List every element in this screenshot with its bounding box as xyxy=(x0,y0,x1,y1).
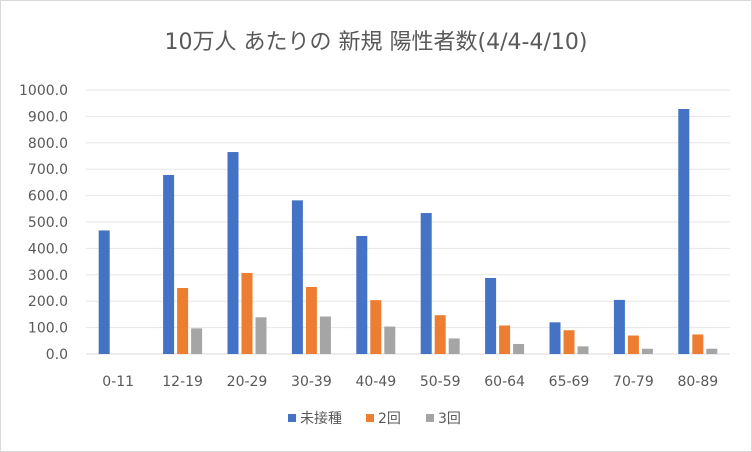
y-tick-label: 300.0 xyxy=(28,268,68,284)
bar xyxy=(291,200,303,354)
x-tick-label: 80-89 xyxy=(677,374,718,390)
y-tick-label: 600.0 xyxy=(28,189,68,205)
bar xyxy=(706,348,718,354)
bar xyxy=(513,343,525,354)
x-tick-label: 50-59 xyxy=(420,374,461,390)
y-tick-label: 1000.0 xyxy=(19,83,68,99)
bar xyxy=(98,230,110,354)
y-tick-label: 700.0 xyxy=(28,162,68,178)
y-axis-ticks: 0.0 100.0 200.0 300.0 400.0 500.0 600.0 700.0 80… xyxy=(19,83,68,363)
x-tick-label: 0-11 xyxy=(102,374,134,390)
x-tick-label: 65-69 xyxy=(549,374,590,390)
bar xyxy=(448,338,460,354)
chart-title: 10万人 あたりの 新規 陽性者数(4/4-4/10) xyxy=(164,30,588,55)
bar xyxy=(549,322,561,354)
y-tick-label: 900.0 xyxy=(28,109,68,125)
bar xyxy=(241,272,253,354)
y-tick-label: 400.0 xyxy=(28,241,68,257)
x-tick-label: 12-19 xyxy=(162,374,203,390)
y-tick-label: 500.0 xyxy=(28,215,68,231)
bar xyxy=(370,300,382,354)
bar xyxy=(613,299,625,354)
bar xyxy=(627,335,639,354)
legend: 未接種 2回 3回 xyxy=(288,410,461,427)
x-axis-ticks: 0-11 12-19 20-29 30-39 40-49 50-59 60-64 65-69 7… xyxy=(102,374,718,390)
bar xyxy=(678,109,690,355)
bar xyxy=(227,152,239,354)
x-tick-label: 70-79 xyxy=(613,374,654,390)
legend-swatch xyxy=(366,414,374,422)
bar xyxy=(692,334,704,354)
bar xyxy=(319,316,331,354)
y-tick-label: 0.0 xyxy=(46,347,68,363)
x-tick-label: 20-29 xyxy=(227,374,268,390)
bar xyxy=(163,175,175,354)
legend-swatch xyxy=(288,414,296,422)
legend-label: 3回 xyxy=(438,411,461,427)
bar xyxy=(191,328,203,354)
legend-label: 未接種 xyxy=(300,410,342,427)
legend-label: 2回 xyxy=(378,411,401,427)
y-tick-label: 800.0 xyxy=(28,136,68,152)
bar xyxy=(577,346,589,354)
x-tick-label: 40-49 xyxy=(355,374,396,390)
y-tick-label: 100.0 xyxy=(28,321,68,337)
bar xyxy=(420,213,432,354)
bar xyxy=(356,235,368,354)
x-tick-label: 60-64 xyxy=(484,374,525,390)
bar xyxy=(641,348,653,354)
bar xyxy=(255,317,267,354)
legend-swatch xyxy=(426,414,434,422)
bar xyxy=(384,326,396,354)
bar xyxy=(499,325,511,354)
x-tick-label: 30-39 xyxy=(291,374,332,390)
bars xyxy=(98,109,718,355)
bar xyxy=(485,277,497,354)
bar xyxy=(305,286,317,354)
bar xyxy=(177,288,189,354)
bar xyxy=(563,330,575,354)
bar xyxy=(434,315,446,354)
y-tick-label: 200.0 xyxy=(28,294,68,310)
